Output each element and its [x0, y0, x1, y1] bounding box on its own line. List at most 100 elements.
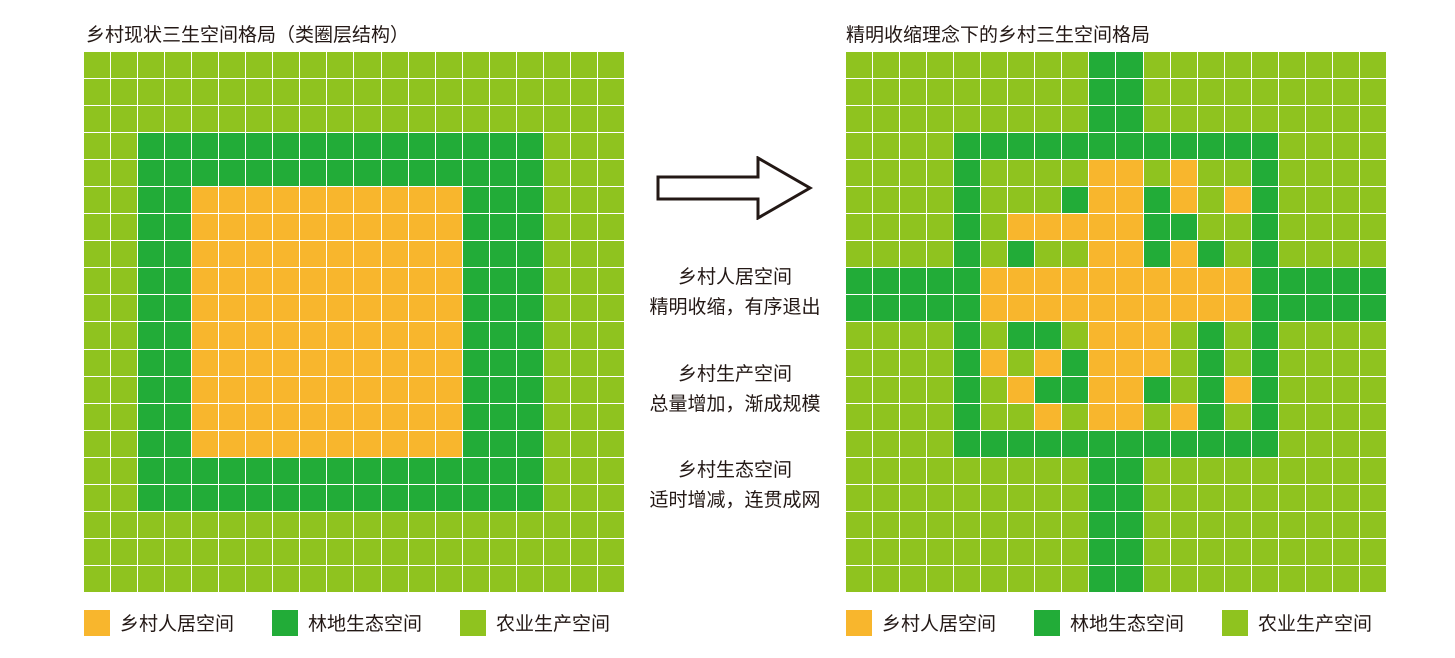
agriculture-cell: [354, 565, 381, 592]
forest-cell: [1251, 349, 1278, 376]
agriculture-cell: [1062, 160, 1089, 187]
forest-cell: [846, 295, 873, 322]
residential-cell: [1089, 241, 1116, 268]
agriculture-cell: [1332, 565, 1359, 592]
residential-cell: [327, 403, 354, 430]
forest-cell: [1089, 79, 1116, 106]
agriculture-cell: [1035, 106, 1062, 133]
agriculture-cell: [1197, 79, 1224, 106]
agriculture-cell: [300, 79, 327, 106]
agriculture-cell: [1224, 349, 1251, 376]
forest-cell: [138, 295, 165, 322]
residential-cell: [219, 403, 246, 430]
agriculture-cell: [1062, 79, 1089, 106]
forest-cell: [1089, 106, 1116, 133]
agriculture-cell: [873, 133, 900, 160]
forest-cell: [273, 484, 300, 511]
residential-cell: [1116, 403, 1143, 430]
residential-cell: [408, 241, 435, 268]
agriculture-cell: [1224, 214, 1251, 241]
agriculture-cell: [219, 538, 246, 565]
agriculture-cell: [873, 160, 900, 187]
residential-space-title: 乡村人居空间: [677, 266, 792, 288]
forest-cell: [165, 268, 192, 295]
residential-cell: [1116, 376, 1143, 403]
residential-cell: [381, 403, 408, 430]
residential-cell: [192, 376, 219, 403]
forest-cell: [1089, 133, 1116, 160]
residential-cell: [1116, 241, 1143, 268]
residential-cell: [435, 376, 462, 403]
agriculture-cell: [111, 52, 138, 79]
forest-cell: [408, 160, 435, 187]
agriculture-cell: [927, 538, 954, 565]
agriculture-cell: [543, 214, 570, 241]
forest-cell: [165, 160, 192, 187]
agriculture-cell: [111, 565, 138, 592]
agriculture-cell: [597, 187, 624, 214]
agriculture-cell: [246, 52, 273, 79]
agriculture-cell: [1359, 52, 1386, 79]
agriculture-cell: [981, 511, 1008, 538]
agriculture-cell: [900, 565, 927, 592]
residential-cell: [273, 187, 300, 214]
agriculture-cell: [1305, 106, 1332, 133]
agriculture-cell: [1278, 430, 1305, 457]
agriculture-cell: [1359, 457, 1386, 484]
forest-cell: [381, 133, 408, 160]
agriculture-cell: [1197, 160, 1224, 187]
agriculture-cell: [846, 538, 873, 565]
forest-cell: [1035, 376, 1062, 403]
agriculture-cell: [1332, 79, 1359, 106]
agriculture-cell: [1008, 484, 1035, 511]
agriculture-cell: [927, 430, 954, 457]
agriculture-cell: [1251, 79, 1278, 106]
agriculture-cell: [111, 214, 138, 241]
agriculture-cell: [84, 133, 111, 160]
forest-cell: [462, 187, 489, 214]
forest-cell: [462, 241, 489, 268]
residential-cell: [1170, 268, 1197, 295]
agriculture-cell: [846, 106, 873, 133]
forest-cell: [462, 376, 489, 403]
agriculture-cell: [192, 511, 219, 538]
residential-cell: [300, 214, 327, 241]
forest-cell: [462, 484, 489, 511]
agriculture-cell: [927, 187, 954, 214]
residential-cell: [435, 241, 462, 268]
agriculture-cell: [570, 160, 597, 187]
forest-cell: [138, 457, 165, 484]
agriculture-cell: [111, 430, 138, 457]
residential-cell: [408, 349, 435, 376]
residential-cell: [354, 322, 381, 349]
forest-cell: [1305, 268, 1332, 295]
agriculture-cell: [900, 187, 927, 214]
agriculture-cell: [1062, 52, 1089, 79]
agriculture-cell: [1143, 538, 1170, 565]
forest-cell: [1089, 52, 1116, 79]
agriculture-cell: [981, 376, 1008, 403]
residential-cell: [435, 187, 462, 214]
residential-cell: [1143, 295, 1170, 322]
agriculture-cell: [219, 565, 246, 592]
residential-cell: [273, 268, 300, 295]
production-space-title: 乡村生产空间: [677, 363, 792, 385]
agriculture-cell: [1278, 241, 1305, 268]
forest-cell: [1143, 214, 1170, 241]
residential-cell: [1035, 295, 1062, 322]
forest-cell: [489, 295, 516, 322]
agriculture-cell: [246, 511, 273, 538]
residential-cell: [1197, 268, 1224, 295]
forest-cell: [246, 133, 273, 160]
agriculture-cell: [543, 133, 570, 160]
agriculture-cell: [543, 79, 570, 106]
agriculture-cell: [408, 52, 435, 79]
agriculture-cell: [543, 241, 570, 268]
residential-cell: [246, 430, 273, 457]
agriculture-cell: [1062, 565, 1089, 592]
residential-cell: [435, 403, 462, 430]
forest-cell: [954, 349, 981, 376]
forest-cell: [1251, 403, 1278, 430]
residential-cell: [435, 268, 462, 295]
agriculture-cell: [1197, 565, 1224, 592]
